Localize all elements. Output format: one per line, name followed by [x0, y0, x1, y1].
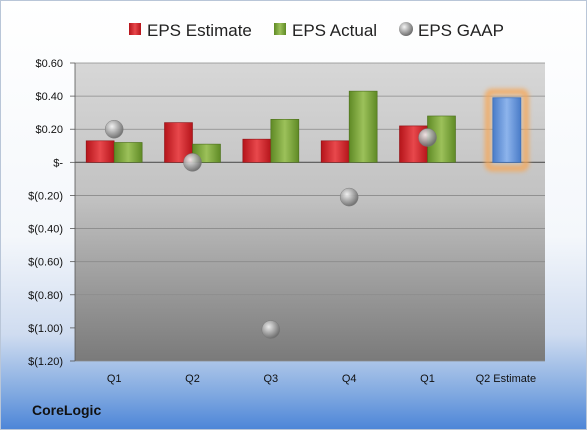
bar-eps-actual — [348, 90, 378, 163]
y-tick-label: $0.20 — [35, 124, 63, 136]
y-tick-label: $(1.20) — [28, 356, 63, 368]
brand-label: CoreLogic — [32, 402, 102, 418]
gaap-points — [104, 119, 437, 339]
y-tick-label: $0.40 — [35, 91, 63, 103]
bar-eps-estimate — [85, 140, 115, 163]
legend-swatch-estimate — [129, 23, 141, 35]
y-tick-label: $(0.80) — [28, 290, 63, 302]
legend-label-estimate: EPS Estimate — [147, 21, 252, 40]
bar-eps-estimate — [164, 122, 193, 163]
legend-swatch-actual — [274, 23, 286, 35]
point-eps-gaap — [339, 187, 359, 207]
x-category-label: Q4 — [342, 373, 357, 385]
x-category-label: Q3 — [263, 373, 278, 385]
x-category-label: Q2 Estimate — [476, 373, 537, 385]
y-tick-label: $(0.20) — [28, 190, 63, 202]
legend-label-gaap: EPS GAAP — [418, 21, 504, 40]
y-tick-label: $0.60 — [35, 58, 63, 70]
legend-item-actual: EPS Actual — [274, 21, 377, 40]
x-category-label: Q2 — [185, 373, 200, 385]
bars — [85, 88, 529, 172]
y-tick-label: $- — [53, 157, 63, 169]
point-eps-gaap — [261, 320, 281, 339]
legend-swatch-gaap — [399, 22, 413, 36]
legend-item-estimate: EPS Estimate — [129, 21, 252, 40]
bar-eps-estimate — [320, 140, 350, 163]
plot-area — [75, 63, 545, 361]
y-tick-label: $(0.40) — [28, 224, 63, 236]
bar-eps-estimate-projected — [492, 97, 522, 163]
y-tick-label: $(0.60) — [28, 257, 63, 269]
y-axis-ticks: $0.60 $0.40 $0.20 $- $(0.20) $(0.40) $(0.60) $(… — [28, 58, 76, 368]
point-eps-gaap — [104, 119, 124, 139]
grid-lines — [75, 62, 545, 362]
estimate-highlight-glow — [484, 88, 529, 172]
bar-eps-estimate — [242, 138, 272, 163]
legend: EPS Estimate EPS Actual EPS GAAP — [129, 21, 504, 40]
x-category-label: Q1 — [107, 373, 122, 385]
bar-eps-actual — [113, 142, 143, 163]
x-axis-categories: Q1 Q2 Q3 Q4 Q1 Q2 Estimate — [107, 373, 536, 385]
point-eps-gaap — [418, 128, 437, 147]
legend-label-actual: EPS Actual — [292, 21, 377, 40]
bar-eps-actual — [270, 118, 300, 163]
y-tick-label: $(1.00) — [28, 323, 63, 335]
legend-item-gaap: EPS GAAP — [399, 21, 504, 40]
point-eps-gaap — [183, 153, 202, 172]
x-category-label: Q1 — [420, 373, 435, 385]
